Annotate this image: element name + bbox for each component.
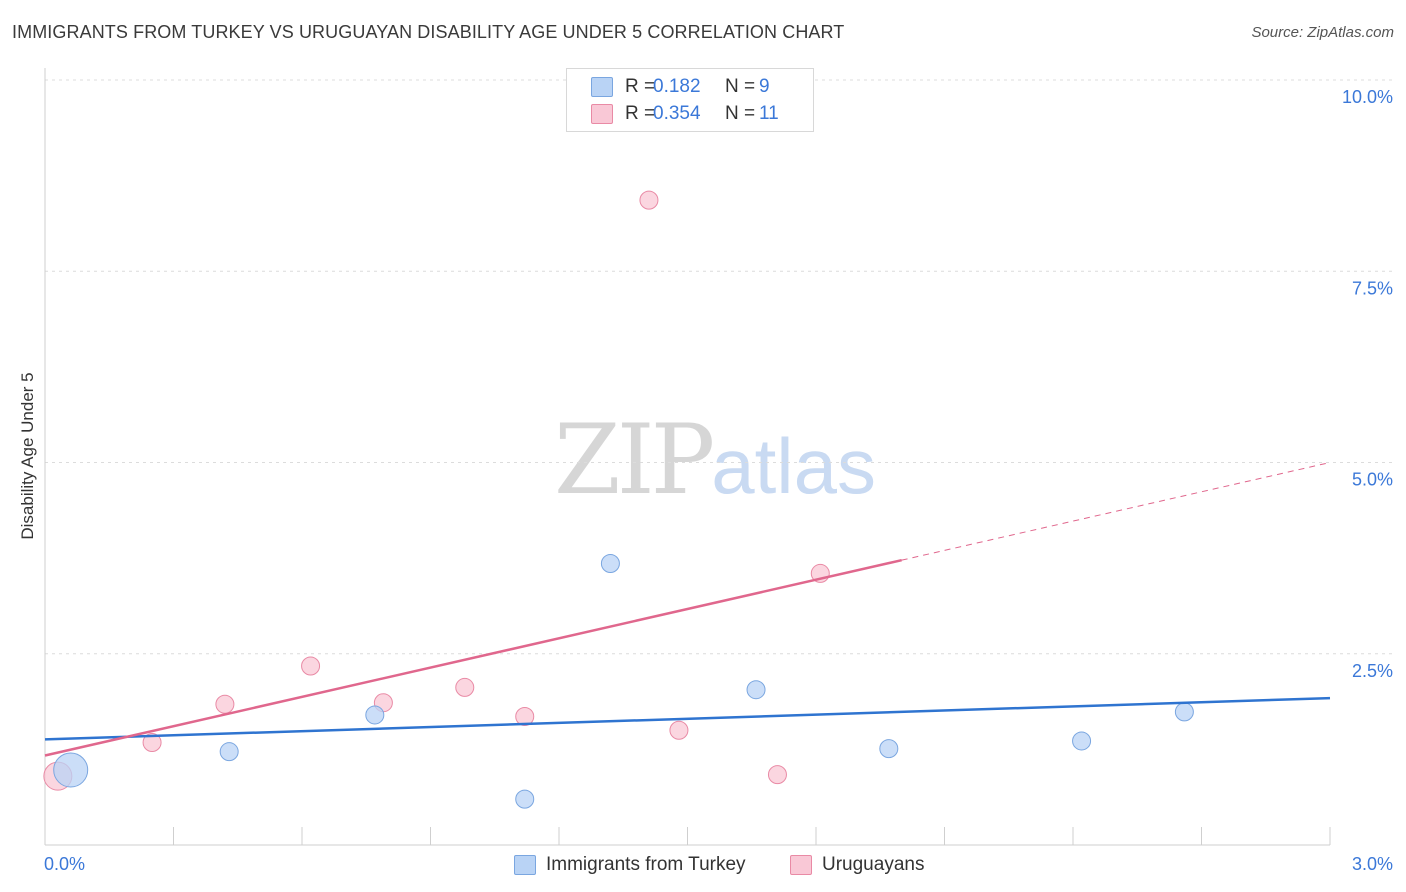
data-point-uruguayans (455, 677, 475, 697)
series-swatch-turkey (514, 855, 536, 875)
data-point-turkey (515, 789, 535, 809)
series-legend-turkey: Immigrants from Turkey (514, 852, 746, 878)
series-label-uruguayans: Uruguayans (822, 854, 925, 875)
data-point-turkey (1072, 731, 1092, 751)
legend-r-label: R = (625, 103, 656, 124)
y-tick-label: 5.0% (1352, 470, 1393, 490)
data-point-uruguayans (515, 706, 535, 726)
data-point-turkey (53, 752, 89, 788)
legend-row-turkey: R = 0.182 N = 9 (591, 75, 770, 99)
watermark-zip: ZIP (554, 404, 715, 516)
y-tick-label: 10.0% (1342, 87, 1393, 107)
data-point-turkey (600, 553, 620, 573)
data-point-turkey (746, 680, 766, 700)
legend-r-value: 0.182 (653, 76, 701, 97)
legend-n-label: N = (725, 76, 756, 97)
chart-title: IMMIGRANTS FROM TURKEY VS URUGUAYAN DISA… (12, 22, 845, 42)
watermark: ZIPatlas (554, 404, 876, 516)
data-point-uruguayans (215, 694, 235, 714)
trend-line-uruguayans-extension (901, 462, 1331, 561)
legend-row-uruguayans: R = 0.354 N = 11 (591, 102, 779, 126)
trend-line-uruguayans (44, 558, 902, 757)
legend-n-value: 9 (759, 76, 770, 97)
trend-line-turkey (44, 696, 1331, 741)
data-point-uruguayans (639, 190, 659, 210)
x-tick-label-min: 0.0% (44, 854, 85, 874)
legend-r-value: 0.354 (653, 103, 701, 124)
watermark-atlas: atlas (711, 422, 876, 510)
y-axis-label: Disability Age Under 5 (18, 372, 37, 540)
series-swatch-uruguayans (790, 855, 812, 875)
data-point-uruguayans (767, 765, 787, 785)
data-point-uruguayans (142, 732, 162, 752)
legend-swatch-uruguayans (591, 104, 613, 124)
data-point-turkey (219, 742, 239, 762)
data-point-turkey (1174, 702, 1194, 722)
data-point-uruguayans (669, 720, 689, 740)
series-legend-uruguayans: Uruguayans (790, 852, 924, 878)
source-credit: Source: ZipAtlas.com (1251, 24, 1394, 41)
legend-swatch-turkey (591, 77, 613, 97)
correlation-legend: R = 0.182 N = 9 R = 0.354 N = 11 (566, 68, 814, 132)
x-tick-label-max: 3.0% (1352, 854, 1393, 874)
y-tick-label: 2.5% (1352, 661, 1393, 681)
series-label-turkey: Immigrants from Turkey (546, 854, 746, 875)
data-point-uruguayans (301, 656, 321, 676)
data-point-turkey (365, 705, 385, 725)
y-tick-label: 7.5% (1352, 278, 1393, 298)
data-point-turkey (879, 739, 899, 759)
legend-n-label: N = (725, 103, 756, 124)
legend-n-value: 11 (759, 103, 779, 124)
legend-r-label: R = (625, 76, 656, 97)
